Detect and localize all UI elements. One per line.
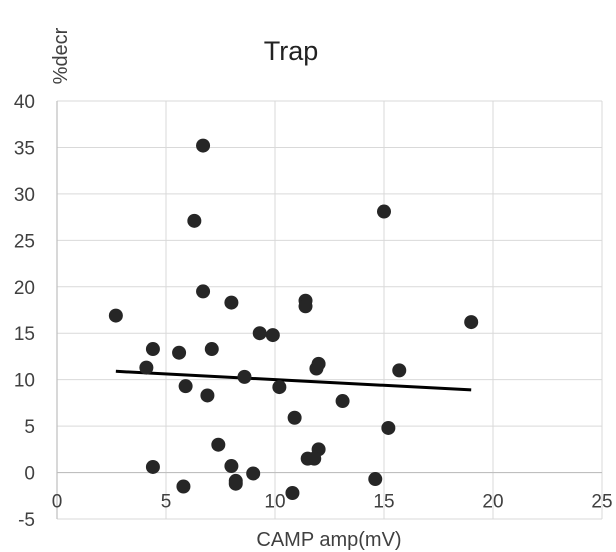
data-point — [176, 479, 191, 494]
y-tick-label: 5 — [24, 417, 35, 438]
data-point — [246, 466, 261, 481]
data-point — [139, 360, 154, 375]
gridlines — [57, 100, 603, 520]
data-point — [381, 420, 396, 435]
y-axis-label: %decr — [50, 27, 72, 84]
y-tick-label: 30 — [14, 185, 35, 206]
data-point — [287, 410, 302, 425]
x-tick-label: 10 — [264, 492, 285, 513]
data-point — [228, 476, 243, 491]
data-points — [108, 138, 479, 500]
data-point — [368, 472, 383, 487]
y-tick-label: 35 — [14, 138, 35, 159]
y-tick-label: 25 — [14, 231, 35, 252]
data-point — [196, 284, 211, 299]
y-tick-label: 0 — [24, 464, 35, 485]
x-tick-label: 15 — [373, 492, 394, 513]
data-point — [224, 459, 239, 474]
data-point — [265, 328, 280, 343]
chart-title: Trap — [264, 36, 319, 66]
y-tick-label: 15 — [14, 324, 35, 345]
data-point — [178, 379, 193, 394]
data-point — [237, 369, 252, 384]
data-point — [145, 459, 160, 474]
x-tick-label: 0 — [52, 492, 63, 513]
x-tick-label: 20 — [482, 492, 503, 513]
data-point — [108, 308, 123, 323]
x-tick-label: 5 — [161, 492, 172, 513]
data-point — [145, 342, 160, 357]
data-point — [172, 345, 187, 360]
data-point — [187, 213, 202, 228]
data-point — [204, 342, 219, 357]
data-point — [298, 299, 313, 314]
trendline-group — [115, 369, 472, 392]
tick-labels: -5 0 5 10 15 20 25 30 35 40 0 5 10 15 20 25 — [14, 92, 613, 531]
data-point — [309, 361, 324, 376]
data-point — [392, 363, 407, 378]
x-tick-label: 25 — [591, 492, 612, 513]
y-tick-label: 20 — [14, 278, 35, 299]
data-point — [285, 485, 300, 500]
data-point — [211, 437, 226, 452]
data-point — [196, 138, 211, 153]
axes — [56, 101, 602, 519]
data-point — [335, 394, 350, 409]
y-tick-label: 10 — [14, 371, 35, 392]
y-tick-label: -5 — [18, 510, 35, 531]
y-tick-label: 40 — [14, 92, 35, 113]
data-point — [464, 315, 479, 330]
data-point — [307, 451, 322, 466]
data-point — [252, 326, 267, 341]
trendline — [115, 369, 472, 392]
data-point — [272, 380, 287, 395]
x-axis-label: CAMP amp(mV) — [256, 529, 401, 551]
data-point — [200, 388, 215, 403]
data-point — [224, 295, 239, 310]
data-point — [377, 204, 391, 219]
